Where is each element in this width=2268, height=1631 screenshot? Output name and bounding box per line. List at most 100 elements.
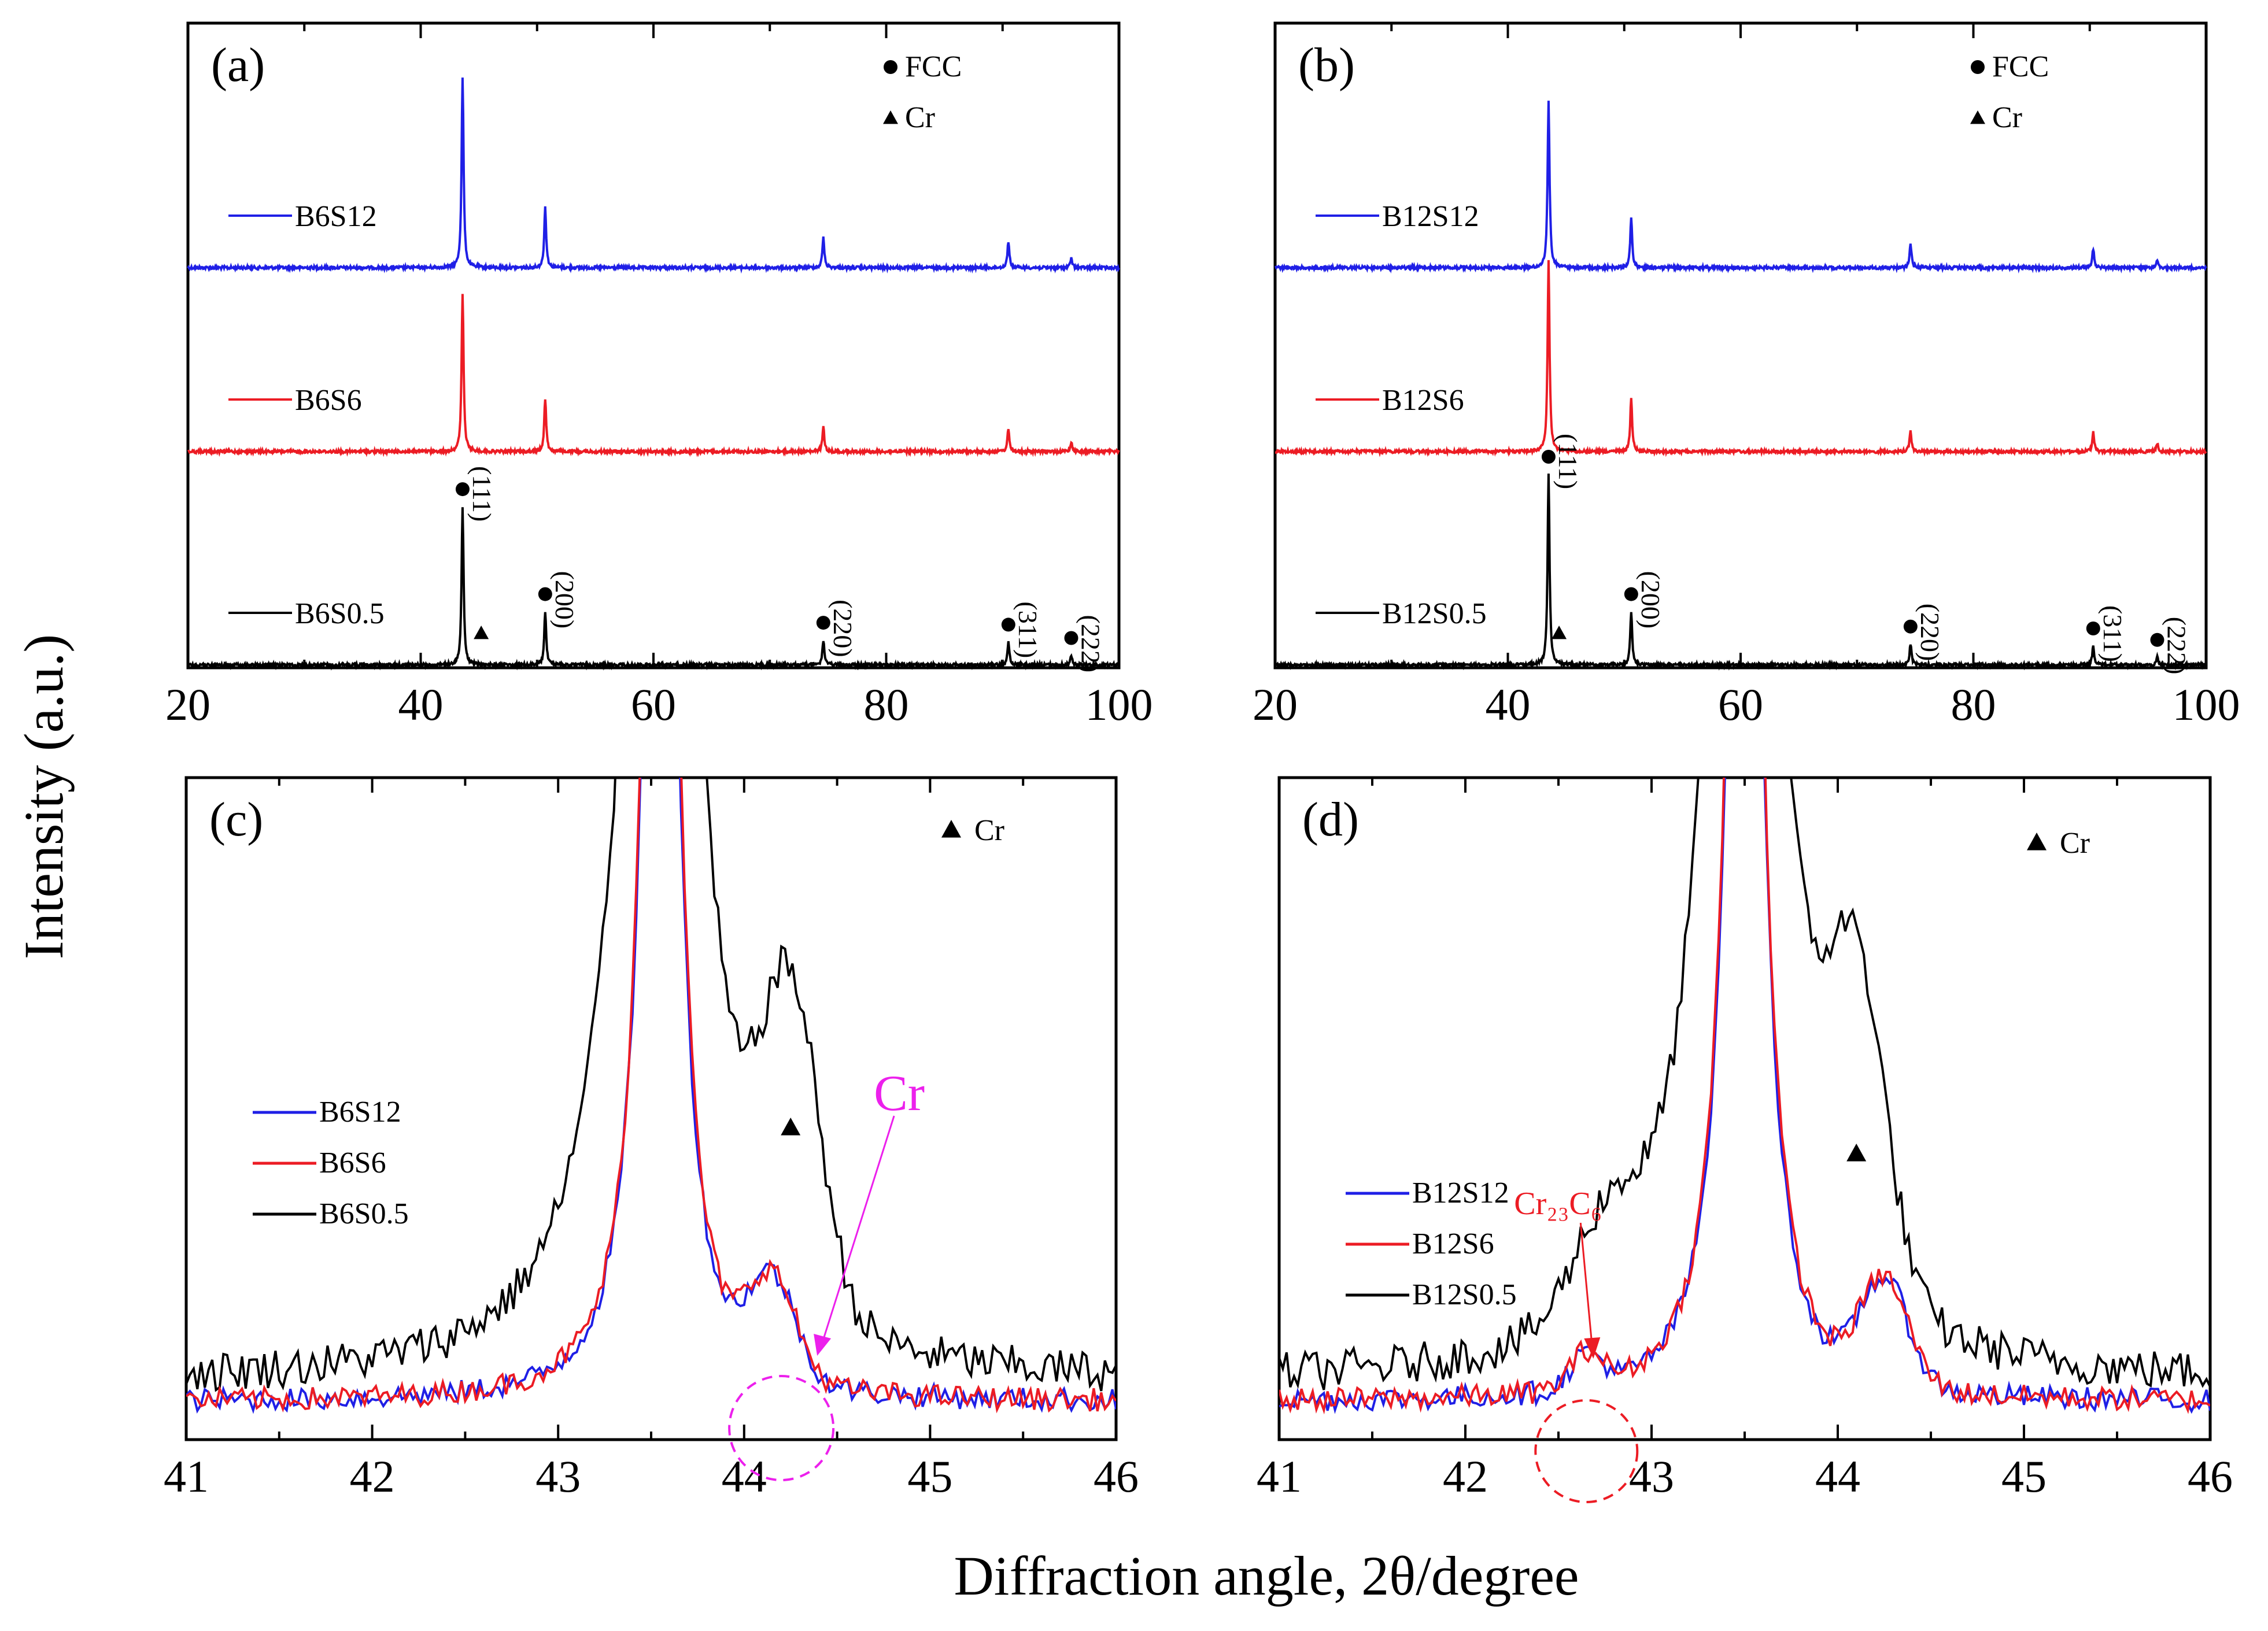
panel-d-annotation-arrow [1579,1222,1593,1348]
panel-b-xtick-label: 20 [1253,679,1298,730]
panel-c-xtick-label: 45 [907,1451,952,1501]
panel-b-hkl-label: (220) [1915,604,1945,661]
panel-b-legend-label: FCC [1992,50,2049,83]
panel-a-hkl-label: (111) [467,466,497,522]
panel-a-xtick-label: 60 [631,679,676,730]
panel-b-fcc-marker [1903,619,1918,634]
panel-a-hkl-label: (311) [1013,601,1043,658]
panel-b-frame [1273,21,2208,670]
panel-c-legend-cr-marker [941,820,961,838]
panel-d-annotation-arrowhead [1584,1337,1601,1359]
panel-d-xtick-label: 45 [2001,1451,2047,1501]
panel-a-xtick-label: 100 [1085,679,1153,730]
panel-a-series-label: B6S12 [295,200,377,233]
panel-b-legend-fcc-marker [1971,60,1985,74]
panel-a-xtick-label: 80 [864,679,909,730]
panel-b-legend-label: Cr [1992,101,2022,134]
panel-b-legend-cr-marker [1970,110,1985,124]
panel-b-series-label: B12S0.5 [1382,597,1487,630]
panel-b-fcc-marker [1541,450,1556,464]
panel-d-plot [1279,778,2210,1415]
panel-c-legend-series-label: B6S6 [319,1146,386,1179]
panel-b-hkl-label: (222) [2162,617,2191,675]
panel-c-series-B6S12 [186,778,1116,1414]
panel-a-series-B6S12 [187,77,1120,274]
panel-d-legend-label: Cr [2060,827,2090,860]
panel-a-fcc-marker [1001,617,1015,632]
panel-a-series-B6S0.5 [187,507,1120,671]
panel-d-xtick-label: 41 [1257,1451,1302,1501]
y-axis-title: Intensity (a.u.) [13,634,75,960]
panel-c-annotation-circle [728,1375,835,1481]
panel-a-fcc-marker [538,587,552,601]
panel-b-xtick-label: 60 [1718,679,1763,730]
panel-b-hkl-label: (111) [1553,434,1583,489]
panel-a-fcc-marker [816,616,830,630]
panel-a-fcc-marker [1064,631,1078,645]
panel-a-legend-label: FCC [905,50,962,83]
panel-a-series-B6S6 [187,294,1120,458]
panel-b-series-label: B12S6 [1382,384,1464,417]
panel-c-legend-series-label: B6S12 [319,1096,401,1129]
panel-a-series-label: B6S6 [295,384,362,417]
panel-b-label: (b) [1298,38,1355,92]
panel-b-hkl-label: (311) [2098,605,2127,662]
panel-b-series-B12S0.5 [1275,474,2207,671]
x-axis-title: Diffraction angle, 2θ/degree [954,1545,1579,1607]
panel-a-legend-cr-marker [883,110,898,124]
panel-d-xtick-label: 46 [2188,1451,2233,1501]
panel-a-label: (a) [211,38,265,92]
panel-d-legend-series-label: B12S0.5 [1412,1278,1517,1311]
panel-a-legend-fcc-marker [884,60,897,74]
panel-c-xtick-label: 44 [722,1451,767,1501]
panel-c-label: (c) [209,793,263,846]
panel-b-fcc-marker [2086,622,2100,635]
panel-b-xtick-label: 80 [1951,679,1996,730]
panel-d-annotation-circle [1534,1399,1639,1503]
panel-c-annotation-text: Cr [874,1066,925,1122]
panel-a-xtick-label: 40 [398,679,444,730]
panel-a-legend-label: Cr [905,101,935,134]
panel-a-frame [186,21,1121,670]
panel-a-cr-marker [474,626,489,639]
panel-d-cr-marker [1846,1144,1867,1162]
panel-d-xtick-label: 44 [1815,1451,1860,1501]
panel-c-xtick-label: 46 [1094,1451,1139,1501]
panel-d-legend-cr-marker [2027,833,2047,850]
panel-b-series-B12S12 [1274,101,2207,274]
panel-d-series-B12S6 [1279,778,2210,1415]
panels: 20 40 60 80 100 (a) B6S12 B6S6 B6S0.5 (111) (200) (… [164,21,2240,1503]
panel-d-legend-series-label: B12S6 [1412,1227,1494,1260]
panel-c-xtick-label: 41 [164,1451,209,1501]
panel-a-hkl-label: (220) [828,600,858,657]
panel-c-series-B6S6 [186,778,1116,1414]
panel-c-annotation-arrowhead [814,1334,832,1356]
panel-d-xtick-label: 42 [1443,1451,1488,1501]
panel-a-hkl-label: (200) [550,571,579,629]
panel-a: 20 40 60 80 100 (a) B6S12 B6S6 B6S0.5 (111) (200) (… [165,21,1153,730]
panel-d-frame [1277,776,2212,1441]
panel-c-cr-marker [781,1118,801,1136]
panel-a-hkl-label: (222) [1076,615,1105,673]
panel-a-fcc-marker [455,482,470,497]
panel-b-cr-marker [1552,626,1567,639]
panel-b-fcc-marker [2150,633,2164,647]
panel-c-xtick-label: 43 [535,1451,581,1501]
panel-a-series-label: B6S0.5 [295,597,385,630]
panel-d-label: (d) [1302,793,1359,846]
panel-d-series-B12S12 [1279,778,2210,1414]
panel-c-series-B6S0.5 [186,778,1116,1392]
panel-a-xtick-label: 20 [165,679,210,730]
panel-d-series-B12S0.5 [1279,778,2210,1390]
panel-c-legend-series-label: B6S0.5 [319,1197,409,1230]
panel-b: 20 40 60 80 100 (b) B12S12 B12S6 B12S0.5 (111) (20… [1253,21,2240,730]
panel-d: 41 42 43 44 45 46(d) CrB12S12B12S6B12S0.5Cr₂₃C… [1257,776,2233,1503]
panel-c-legend-label: Cr [974,814,1004,847]
panel-d-legend-series-label: B12S12 [1412,1177,1509,1210]
panel-b-xtick-label: 40 [1486,679,1531,730]
panel-c-annotation-arrow [821,1115,895,1345]
panel-b-hkl-label: (200) [1636,571,1665,629]
panel-c-plot [186,778,1116,1414]
panel-b-series-B12S6 [1275,260,2207,457]
